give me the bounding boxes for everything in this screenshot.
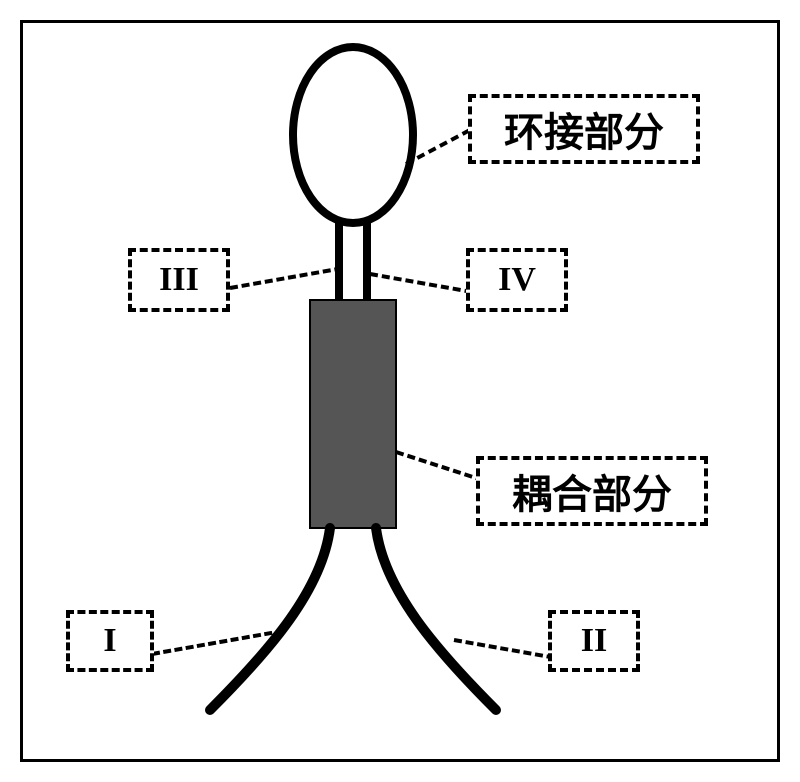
label-coupler-text: 耦合部分 (512, 462, 672, 520)
label-port-ii: II (548, 610, 640, 672)
label-port-iv-text: IV (498, 261, 536, 299)
label-loop: 环接部分 (468, 94, 700, 164)
label-port-iii-text: III (159, 261, 199, 299)
label-port-ii-text: II (581, 622, 607, 660)
label-port-i: I (66, 610, 154, 672)
label-port-i-text: I (103, 622, 116, 660)
label-port-iii: III (128, 248, 230, 312)
label-port-iv: IV (466, 248, 568, 312)
label-loop-text: 环接部分 (504, 100, 664, 158)
label-coupler: 耦合部分 (476, 456, 708, 526)
